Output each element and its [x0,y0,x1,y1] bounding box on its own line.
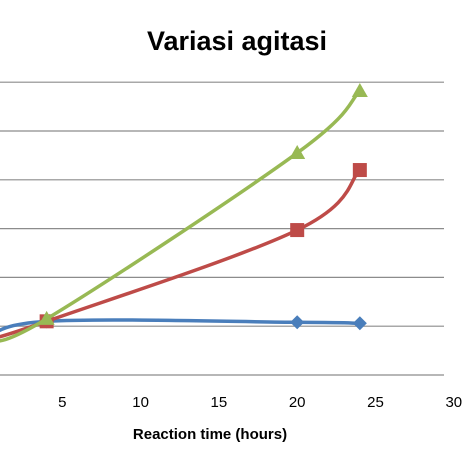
data-point-triangle [289,144,306,159]
data-point-triangle [38,310,55,325]
x-tick-label: 25 [367,394,384,411]
x-tick-label: 30 [445,394,462,411]
chart-title: Variasi agitasi [147,26,327,56]
data-point-diamond [290,315,305,330]
gridlines [0,81,444,376]
data-point-square [290,223,305,238]
x-axis-title: Reaction time (hours) [133,426,287,443]
plot-area [0,82,368,343]
series-line-3 [0,89,362,343]
x-axis-ticks: 5 10 15 20 25 30 [58,394,462,411]
data-point-square [352,163,367,178]
x-tick-label: 15 [211,394,228,411]
series-line-1 [0,318,362,333]
x-tick-label: 20 [289,394,306,411]
data-point-triangle [351,82,368,97]
series-line-2 [0,168,362,339]
x-tick-label: 5 [58,394,66,411]
x-tick-label: 10 [132,394,149,411]
data-point-diamond [352,316,367,331]
